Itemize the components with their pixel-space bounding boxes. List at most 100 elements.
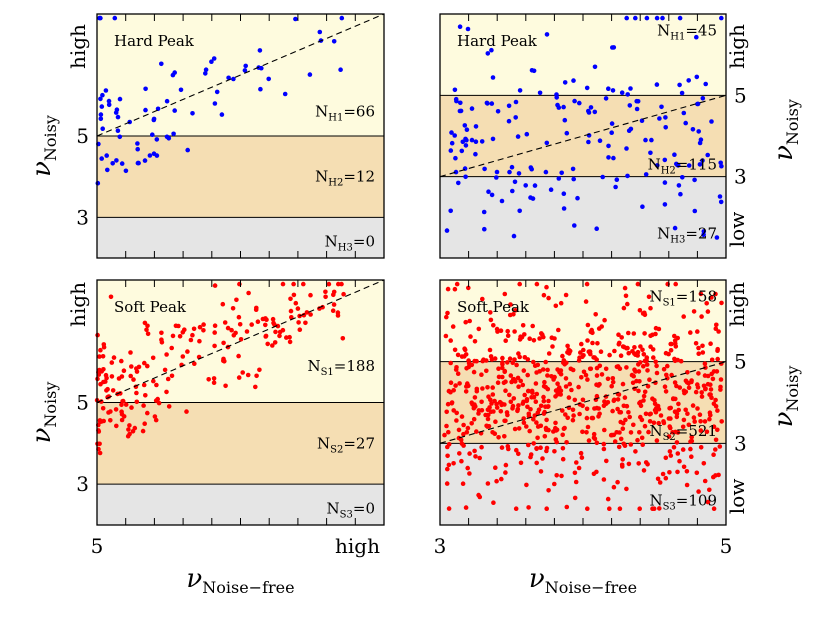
data-point xyxy=(119,409,124,415)
data-point xyxy=(616,342,622,347)
data-point xyxy=(594,373,600,378)
data-point xyxy=(562,425,567,431)
data-point xyxy=(212,330,217,335)
data-point xyxy=(575,195,580,201)
data-point xyxy=(555,381,560,387)
data-point xyxy=(663,475,669,481)
data-point xyxy=(113,407,119,412)
data-point xyxy=(623,293,629,299)
data-point xyxy=(525,357,531,362)
data-point xyxy=(605,400,611,405)
data-point xyxy=(522,392,527,398)
data-point xyxy=(493,465,498,471)
data-point xyxy=(700,350,706,355)
data-point xyxy=(516,451,521,457)
data-point xyxy=(633,15,638,21)
data-point xyxy=(541,292,547,298)
data-point xyxy=(655,163,660,168)
data-point xyxy=(101,367,106,372)
data-point xyxy=(574,460,579,465)
data-point xyxy=(265,341,271,347)
data-point xyxy=(211,380,217,386)
data-point xyxy=(606,155,611,160)
data-point xyxy=(686,385,692,391)
data-point xyxy=(477,494,483,500)
data-point xyxy=(695,406,700,411)
x-axis-title-subscript: Noise−free xyxy=(545,578,637,597)
data-point xyxy=(465,425,471,431)
data-point xyxy=(585,338,590,343)
data-point xyxy=(655,476,661,482)
data-point xyxy=(524,424,529,429)
data-point xyxy=(108,418,113,423)
data-point xyxy=(640,204,645,209)
data-point xyxy=(473,139,479,144)
data-point xyxy=(151,151,157,156)
data-point xyxy=(552,336,557,341)
data-point xyxy=(599,324,604,329)
data-point xyxy=(607,506,612,512)
data-point xyxy=(707,416,712,422)
data-point xyxy=(553,303,559,309)
data-point xyxy=(620,344,626,349)
data-point xyxy=(625,92,630,97)
data-point xyxy=(634,378,639,384)
data-point xyxy=(454,410,460,416)
data-point xyxy=(490,136,496,142)
data-point xyxy=(479,372,484,378)
data-point xyxy=(564,130,570,136)
data-point xyxy=(524,482,529,488)
data-point xyxy=(150,355,156,361)
data-point xyxy=(683,120,688,126)
y-axis-title-subscript: Noisy xyxy=(783,366,802,412)
data-point xyxy=(640,442,645,448)
data-point xyxy=(548,187,554,192)
data-point xyxy=(491,323,496,328)
data-point xyxy=(601,441,607,447)
data-point xyxy=(595,341,600,346)
data-point xyxy=(673,344,679,349)
data-point xyxy=(545,367,550,373)
data-point xyxy=(474,358,479,364)
data-point xyxy=(572,98,577,104)
data-point xyxy=(467,451,472,456)
data-point xyxy=(105,167,110,173)
data-point xyxy=(594,357,599,362)
data-point xyxy=(609,383,614,389)
data-point xyxy=(673,429,678,435)
data-point xyxy=(170,333,176,339)
data-point xyxy=(718,387,723,392)
data-point xyxy=(284,335,289,340)
data-point xyxy=(715,408,720,413)
data-point xyxy=(645,384,651,389)
count-label-2: NS2=521 xyxy=(649,422,717,443)
data-point xyxy=(597,411,602,417)
data-point xyxy=(301,281,306,287)
data-point xyxy=(696,129,701,134)
count-label-1: NH1=45 xyxy=(657,21,717,42)
count-subscript: S2 xyxy=(330,444,343,455)
data-point xyxy=(540,456,545,461)
data-point xyxy=(541,394,546,400)
data-point xyxy=(667,470,672,475)
data-point xyxy=(535,362,541,368)
data-point xyxy=(452,347,458,353)
data-point xyxy=(700,343,705,349)
data-point xyxy=(634,106,640,112)
data-point xyxy=(632,345,637,350)
count-value: =45 xyxy=(685,21,717,39)
data-point xyxy=(580,429,585,435)
data-point xyxy=(594,226,599,231)
data-point xyxy=(534,420,539,425)
data-point xyxy=(598,349,604,355)
data-point xyxy=(546,427,551,433)
data-point xyxy=(472,339,478,344)
data-point xyxy=(644,15,650,21)
data-point xyxy=(277,333,282,339)
data-point xyxy=(621,403,627,409)
data-point xyxy=(275,323,281,329)
data-point xyxy=(601,446,607,452)
data-point xyxy=(579,341,584,347)
data-point xyxy=(97,15,102,21)
